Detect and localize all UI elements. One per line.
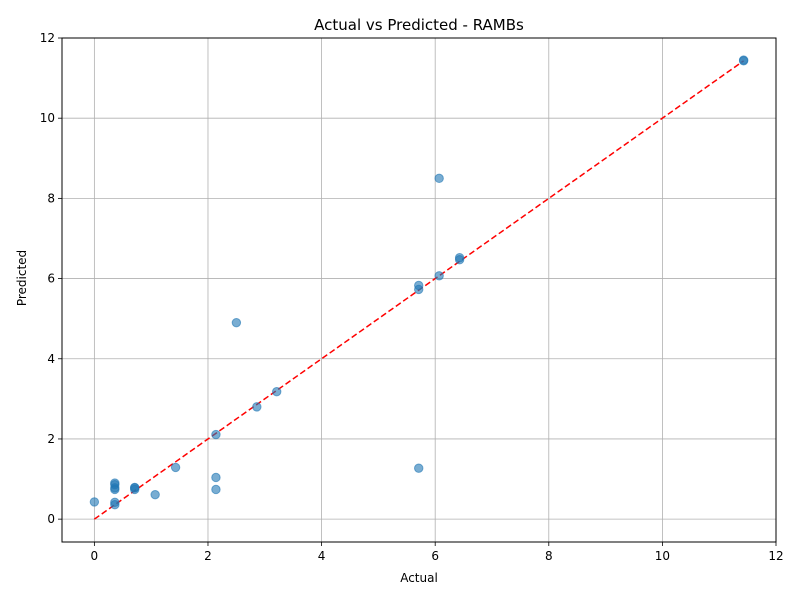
y-tick-label: 4 xyxy=(47,352,55,366)
data-point xyxy=(231,317,242,328)
y-tick-label: 2 xyxy=(47,432,55,446)
x-axis-ticks: 0 2 4 6 8 10 12 xyxy=(91,542,784,563)
data-point xyxy=(434,173,444,184)
y-axis-label: Predicted xyxy=(15,250,29,306)
y-tick-label: 10 xyxy=(40,111,55,125)
data-point xyxy=(272,386,282,397)
data-point xyxy=(434,271,444,281)
data-point xyxy=(211,472,221,483)
data-point xyxy=(454,253,465,263)
chart-title: Actual vs Predicted - RAMBs xyxy=(314,16,524,34)
x-tick-label: 8 xyxy=(545,549,553,563)
x-tick-label: 6 xyxy=(431,549,439,563)
data-point xyxy=(211,484,221,495)
data-point xyxy=(414,280,424,291)
y-tick-label: 0 xyxy=(47,512,55,526)
data-point xyxy=(130,482,140,493)
data-point xyxy=(89,497,100,507)
y-tick-label: 6 xyxy=(47,272,55,286)
data-point xyxy=(211,429,221,440)
data-point xyxy=(110,478,120,488)
data-point xyxy=(738,55,749,65)
data-point xyxy=(110,497,120,508)
data-point xyxy=(414,463,424,473)
data-point xyxy=(150,489,160,500)
data-points xyxy=(89,55,749,510)
plot-frame xyxy=(61,37,777,543)
y-tick-label: 8 xyxy=(47,191,55,205)
x-tick-label: 12 xyxy=(768,549,783,563)
x-tick-label: 4 xyxy=(318,549,326,563)
y-tick-label: 12 xyxy=(40,31,55,45)
x-tick-label: 0 xyxy=(91,549,99,563)
y-axis-ticks: 0 2 4 6 8 10 12 xyxy=(40,31,62,526)
data-point xyxy=(252,402,262,412)
data-point xyxy=(170,462,181,473)
x-axis-label: Actual xyxy=(400,571,438,585)
x-tick-label: 10 xyxy=(655,549,670,563)
x-tick-label: 2 xyxy=(204,549,212,563)
